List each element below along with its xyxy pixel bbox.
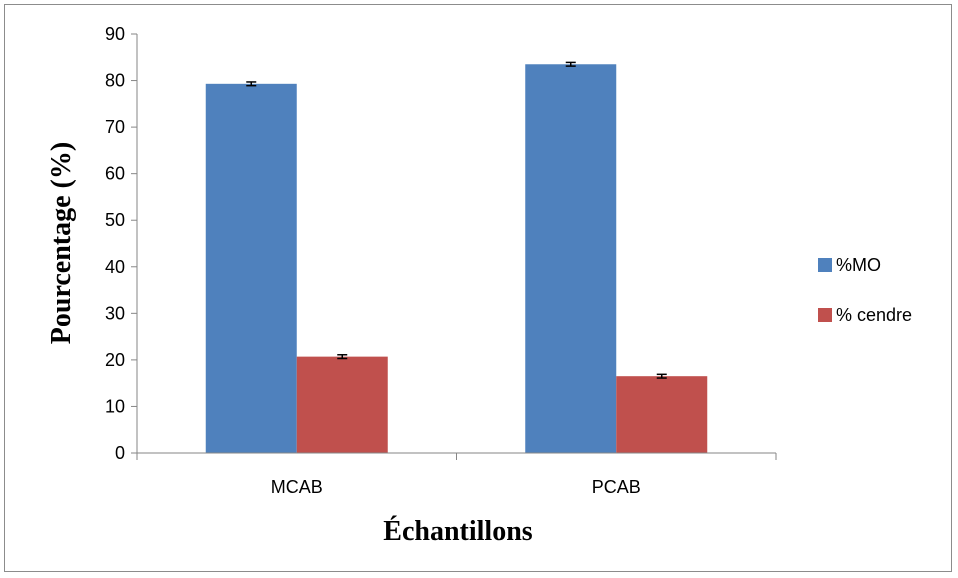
chart-frame	[4, 4, 952, 572]
legend: %MO % cendre	[818, 255, 912, 325]
y-tick-label: 30	[105, 303, 125, 323]
x-category-label: MCAB	[271, 477, 323, 497]
error-bar	[565, 61, 576, 67]
error-bar	[656, 373, 667, 379]
bar	[616, 376, 708, 453]
x-category-label: PCAB	[592, 477, 641, 497]
y-axis-ticks: 0 10 20 30 40 50 60 70 80 90	[105, 24, 137, 463]
y-axis-title: Pourcentage (%)	[46, 142, 77, 344]
y-tick-label: 10	[105, 396, 125, 416]
y-tick-label: 80	[105, 71, 125, 91]
legend-swatch	[818, 258, 832, 272]
y-tick-label: 0	[115, 443, 125, 463]
y-tick-label: 20	[105, 350, 125, 370]
error-bar	[337, 354, 348, 360]
bar	[296, 356, 388, 453]
bar	[525, 64, 617, 453]
x-axis-title: Échantillons	[383, 516, 532, 547]
legend-label: % cendre	[836, 305, 912, 325]
legend-item: %MO	[818, 255, 881, 275]
error-bars	[246, 61, 667, 379]
legend-label: %MO	[836, 255, 881, 275]
y-tick-label: 70	[105, 117, 125, 137]
error-bar	[246, 81, 257, 87]
y-tick-label: 60	[105, 164, 125, 184]
y-tick-label: 40	[105, 257, 125, 277]
y-tick-label: 90	[105, 24, 125, 44]
y-tick-label: 50	[105, 210, 125, 230]
bar	[205, 83, 297, 453]
bars	[205, 64, 708, 453]
legend-item: % cendre	[818, 305, 912, 325]
legend-swatch	[818, 308, 832, 322]
x-axis-ticks: MCAB PCAB	[136, 453, 777, 497]
